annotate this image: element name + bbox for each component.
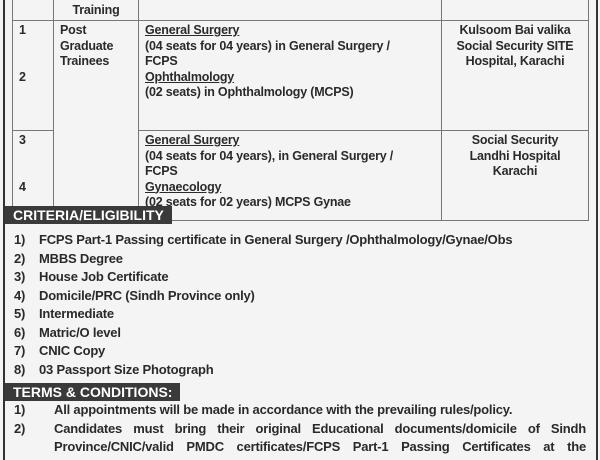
- criteria-heading: CRITERIA/ELIGIBILITY: [5, 206, 172, 224]
- item-text: MBBS Degree: [39, 250, 123, 266]
- specialty-cell: General Surgery (04 seats for 04 years) …: [138, 20, 442, 131]
- terms-list: 1) All appointments will be made in accor…: [14, 402, 586, 458]
- item-number: 1): [14, 232, 26, 247]
- item-number: 1): [14, 402, 26, 417]
- item-text: CNIC Copy: [39, 343, 106, 358]
- header-training: Training: [53, 0, 139, 21]
- item-text: Candidates must bring their original Edu…: [54, 420, 586, 436]
- list-item: 1) All appointments will be made in accor…: [14, 402, 586, 421]
- list-item: 5) Intermediate: [14, 306, 512, 325]
- item-text: 03 Passport Size Photograph: [39, 361, 214, 377]
- item-number: 4): [14, 287, 26, 303]
- item-number: 2): [14, 250, 26, 266]
- terms-heading: TERMS & CONDITIONS:: [5, 383, 181, 401]
- item-number: 6): [14, 324, 26, 340]
- list-item: 7) CNIC Copy: [14, 343, 512, 362]
- specialty-cell: General Surgery (04 seats for 04 years),…: [138, 130, 442, 221]
- item-number: 8): [14, 361, 26, 377]
- list-item: Province/CNIC/valid PMDC certificates/FC…: [14, 439, 586, 458]
- criteria-list: 1) FCPS Part-1 Passing certificate in Gen…: [14, 232, 513, 381]
- item-number: 2): [14, 420, 26, 436]
- list-item: 3) House Job Certificate: [14, 269, 512, 288]
- item-text: Domicile/PRC (Sindh Province only): [39, 287, 255, 303]
- item-text: All appointments will be made in accorda…: [54, 402, 513, 417]
- item-text: FCPS Part-1 Passing certificate in Gener…: [39, 232, 513, 247]
- post-title: Post Graduate Trainees: [53, 20, 139, 221]
- item-text: Province/CNIC/valid PMDC certificates/FC…: [54, 439, 586, 454]
- item-number: 7): [14, 343, 26, 358]
- hospital-cell: Kulsoom Bai valika Social Security SITE Ho…: [441, 20, 589, 131]
- item-number: 5): [14, 306, 26, 321]
- list-item: 8) 03 Passport Size Photograph: [14, 362, 512, 381]
- item-text: Intermediate: [39, 306, 114, 321]
- item-text: House Job Certificate: [39, 269, 169, 284]
- item-text: Matric/O level: [39, 324, 121, 340]
- hospital-cell: Social Security Landhi Hospital Karachi: [441, 130, 589, 221]
- list-item: 2) MBBS Degree: [14, 251, 512, 270]
- page-border: [3, 0, 598, 460]
- item-number: 3): [14, 269, 26, 284]
- item-number: [14, 439, 54, 458]
- table-header-row: Training: [12, 0, 589, 21]
- list-item: 4) Domicile/PRC (Sindh Province only): [14, 288, 512, 307]
- list-item: 6) Matric/O level: [14, 325, 512, 344]
- list-item: 2) Candidates must bring their original E…: [14, 421, 586, 440]
- list-item: 1) FCPS Part-1 Passing certificate in Gen…: [14, 232, 513, 251]
